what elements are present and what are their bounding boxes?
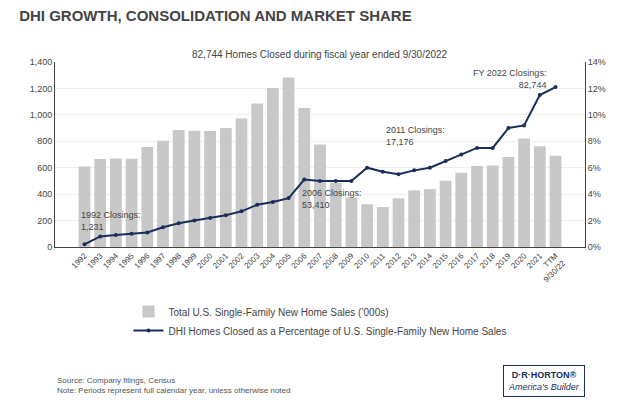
- svg-text:2014: 2014: [415, 251, 434, 270]
- svg-text:2010: 2010: [352, 251, 371, 270]
- svg-text:TTM9/30/22: TTM9/30/22: [534, 251, 567, 284]
- svg-text:2011: 2011: [369, 251, 388, 270]
- svg-text:2007: 2007: [305, 251, 324, 270]
- svg-text:12%: 12%: [588, 84, 606, 94]
- svg-text:1,000: 1,000: [30, 110, 53, 120]
- svg-text:DHI GROWTH, CONSOLIDATION AND: DHI GROWTH, CONSOLIDATION AND MARKET SHA…: [19, 7, 411, 24]
- svg-text:1998: 1998: [164, 251, 183, 270]
- svg-text:1992 Closings:1,231: 1992 Closings:1,231: [81, 210, 141, 232]
- svg-text:2021: 2021: [525, 251, 544, 270]
- svg-text:2016: 2016: [447, 251, 466, 270]
- svg-text:2018: 2018: [478, 251, 497, 270]
- svg-text:2006 Closings:53,410: 2006 Closings:53,410: [302, 188, 362, 210]
- svg-text:600: 600: [37, 163, 52, 173]
- svg-text:2013: 2013: [399, 251, 418, 270]
- svg-text:2015: 2015: [431, 251, 450, 270]
- svg-text:2002: 2002: [227, 251, 246, 270]
- svg-text:14%: 14%: [588, 57, 606, 67]
- svg-text:2%: 2%: [588, 216, 601, 226]
- svg-text:2012: 2012: [384, 251, 403, 270]
- svg-text:FY 2022 Closings:82,744: FY 2022 Closings:82,744: [473, 68, 546, 90]
- svg-text:2011 Closings:17,176: 2011 Closings:17,176: [386, 125, 445, 147]
- svg-text:1993: 1993: [85, 251, 104, 270]
- svg-text:2019: 2019: [494, 251, 513, 270]
- svg-text:6%: 6%: [588, 163, 601, 173]
- svg-text:8%: 8%: [588, 136, 601, 146]
- svg-text:2004: 2004: [258, 251, 277, 270]
- svg-text:1992: 1992: [70, 251, 89, 270]
- svg-text:2020: 2020: [509, 251, 528, 270]
- svg-text:0%: 0%: [588, 242, 601, 252]
- svg-text:1994: 1994: [101, 251, 120, 270]
- svg-text:1,200: 1,200: [30, 84, 53, 94]
- svg-text:2005: 2005: [274, 251, 293, 270]
- svg-text:2000: 2000: [195, 251, 214, 270]
- svg-text:4%: 4%: [588, 189, 601, 199]
- svg-text:10%: 10%: [588, 110, 606, 120]
- svg-text:Total U.S. Single-Family New H: Total U.S. Single-Family New Home Sales …: [169, 307, 389, 318]
- svg-text:1999: 1999: [180, 251, 199, 270]
- svg-text:800: 800: [37, 136, 52, 146]
- svg-text:82,744 Homes Closed during fis: 82,744 Homes Closed during fiscal year e…: [192, 49, 448, 60]
- svg-text:2008: 2008: [321, 251, 340, 270]
- svg-text:2006: 2006: [290, 251, 309, 270]
- svg-text:2003: 2003: [242, 251, 261, 270]
- svg-text:400: 400: [37, 189, 52, 199]
- svg-text:200: 200: [37, 216, 52, 226]
- svg-text:1995: 1995: [117, 251, 136, 270]
- svg-text:1,400: 1,400: [30, 57, 53, 67]
- svg-text:1996: 1996: [133, 251, 152, 270]
- svg-text:0: 0: [47, 242, 52, 252]
- svg-text:DHI Homes Closed as a Percenta: DHI Homes Closed as a Percentage of U.S.…: [169, 326, 507, 337]
- svg-text:2001: 2001: [211, 251, 230, 270]
- svg-text:2017: 2017: [462, 251, 481, 270]
- svg-text:D·R·HORTON®America's Builder: D·R·HORTON®America's Builder: [508, 370, 580, 392]
- svg-text:2009: 2009: [337, 251, 356, 270]
- svg-text:Source: Company filings, Censu: Source: Company filings, CensusNote: Per…: [57, 376, 290, 395]
- svg-text:1997: 1997: [148, 251, 167, 270]
